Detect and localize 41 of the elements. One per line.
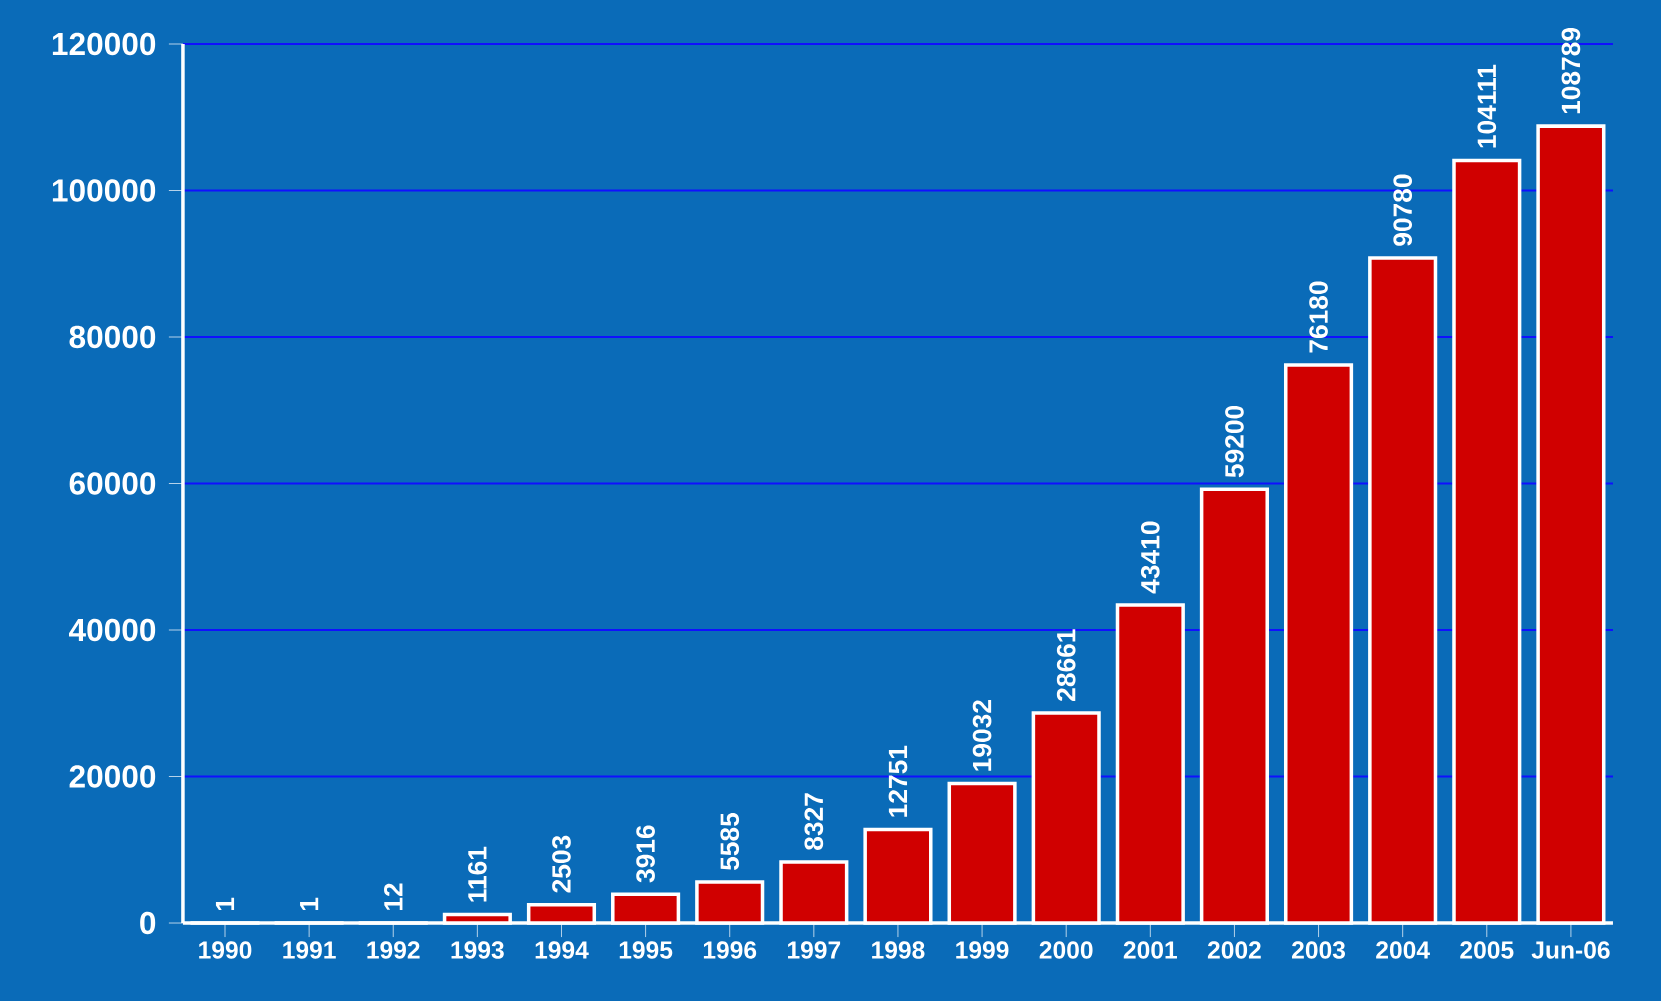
x-tick-label: 1996 [703,941,757,959]
x-tick-label: 1995 [619,941,673,959]
data-label: 1161 [468,846,487,902]
x-tick-label: 2000 [1039,941,1093,959]
data-label: 1 [215,897,235,911]
y-tick-label: 60000 [69,472,156,495]
x-tick-label: 2001 [1123,941,1177,959]
data-label: 104111 [1477,64,1497,148]
x-tick-label: 1994 [535,941,589,959]
data-label: 5585 [720,812,740,871]
x-tick-label: 2004 [1376,941,1430,959]
y-tick-label: 40000 [69,618,156,642]
x-tick-label: 1999 [956,941,1009,959]
data-label: 43410 [1140,521,1160,594]
data-label: 8327 [804,793,824,850]
x-tick-label: 1991 [283,941,336,959]
data-label: 108789 [1561,27,1581,114]
data-label: 3916 [636,825,655,883]
x-tick-label: 2002 [1207,941,1261,959]
x-tick-label: 1997 [788,941,841,959]
y-tick-label: 20000 [69,765,156,788]
data-label: 19032 [972,700,992,771]
data-label: 90780 [1393,174,1413,246]
data-label: 12751 [888,745,908,817]
x-tick-label: 2005 [1460,941,1514,959]
x-tick-label: 1993 [451,941,504,959]
data-label: 2503 [552,835,571,893]
x-tick-label: 1992 [367,941,420,959]
x-tick-label: Jun-06 [1531,941,1610,959]
y-tick-label: 100000 [52,179,156,202]
data-label: 76180 [1309,281,1328,353]
data-label: 28661 [1056,629,1076,701]
data-label: 1 [300,897,319,911]
y-tick-label: 0 [140,911,156,935]
data-label: 59200 [1225,405,1244,478]
y-tick-label: 80000 [69,325,156,349]
y-tick-label: 120000 [52,32,156,56]
x-tick-label: 1990 [199,941,252,959]
x-tick-label: 1998 [872,941,925,959]
data-label: 12 [384,883,403,911]
x-tick-label: 2003 [1292,941,1346,959]
